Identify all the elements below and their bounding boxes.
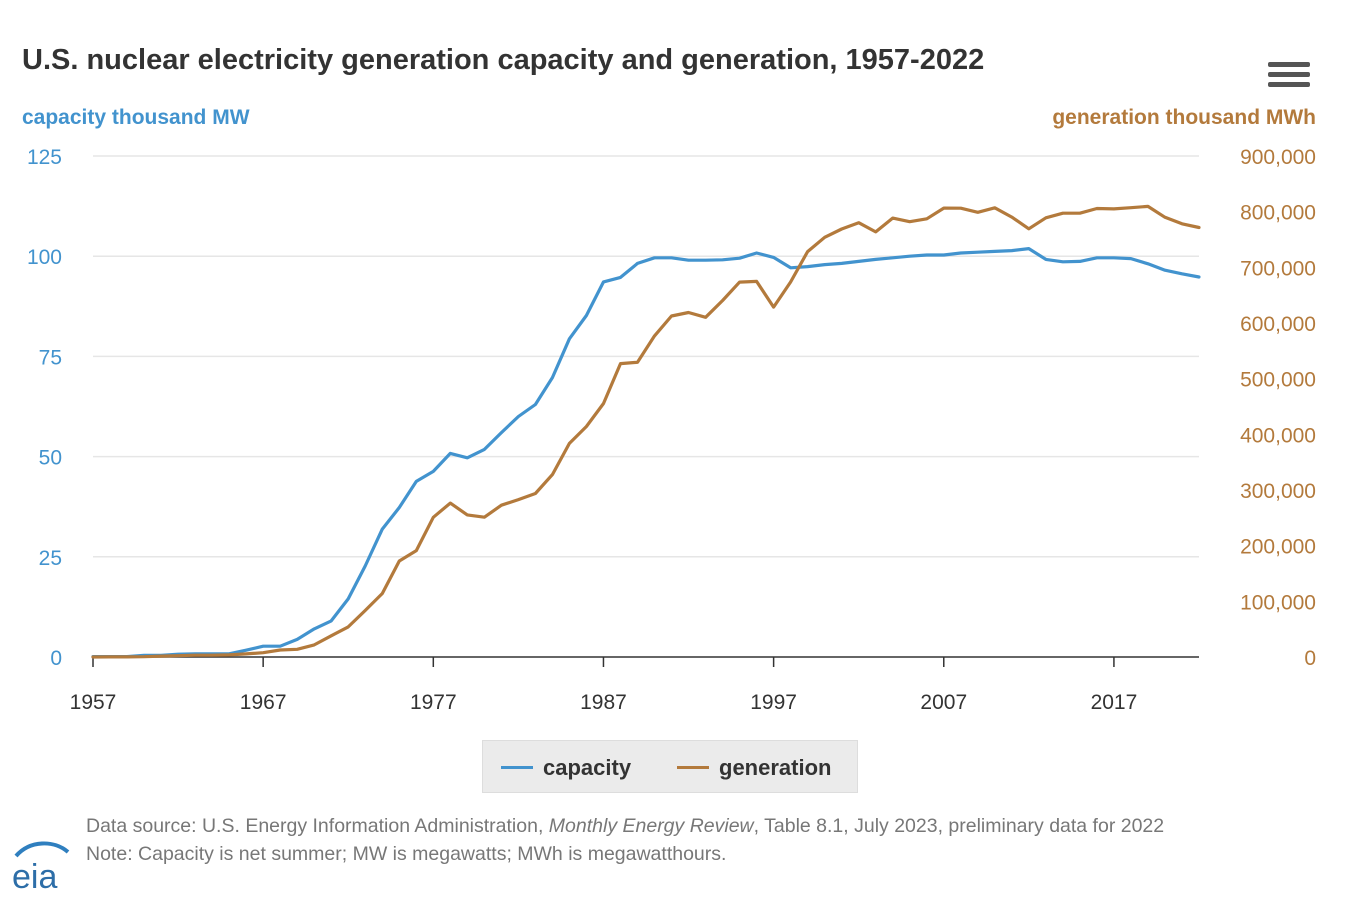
x-tick-label: 1977 [410, 691, 457, 714]
y-left-tick-label: 125 [27, 146, 62, 169]
logo-text: eia [12, 858, 57, 894]
chart-plot: capacity thousand MW generation thousand… [22, 106, 1316, 714]
legend-item-capacity[interactable]: capacity [501, 755, 631, 781]
x-tick-label: 1997 [750, 691, 797, 714]
y-right-tick-label: 600,000 [1240, 313, 1316, 336]
eia-logo-icon: eia [12, 841, 70, 894]
hamburger-menu-icon[interactable] [1268, 62, 1310, 94]
series-line-generation [91, 204, 1201, 659]
y-axis-right-ticks: 0 100,000 200,000 300,000 400,000 500,000 600,… [1240, 146, 1316, 670]
y-left-tick-label: 25 [39, 547, 62, 570]
menu-bar [1268, 72, 1310, 77]
y-axis-right-label: generation thousand MWh [1052, 106, 1316, 129]
y-left-tick-label: 75 [39, 346, 62, 369]
x-tick-label: 2017 [1091, 691, 1138, 714]
legend: capacity generation [482, 740, 858, 793]
source-suffix: , Table 8.1, July 2023, preliminary data… [753, 815, 1165, 837]
menu-bar [1268, 82, 1310, 87]
legend-item-generation[interactable]: generation [677, 755, 831, 781]
y-axis-left-ticks: 0 25 50 75 100 125 [27, 146, 62, 670]
y-right-tick-label: 0 [1304, 647, 1316, 670]
y-right-tick-label: 900,000 [1240, 146, 1316, 169]
y-axis-left-label: capacity thousand MW [22, 106, 250, 129]
legend-generation-swatch [677, 765, 709, 769]
menu-bar [1268, 62, 1310, 67]
x-axis-ticks: 1957 1967 1977 1987 1997 2007 2017 [70, 656, 1199, 714]
y-left-tick-label: 50 [39, 447, 62, 470]
y-right-tick-label: 800,000 [1240, 202, 1316, 225]
data-source: Data source: U.S. Energy Information Adm… [86, 812, 1286, 840]
y-right-tick-label: 500,000 [1240, 369, 1316, 392]
series-lines [91, 204, 1201, 659]
x-tick-label: 2007 [920, 691, 967, 714]
y-right-tick-label: 100,000 [1240, 591, 1316, 614]
y-left-tick-label: 100 [27, 246, 62, 269]
x-tick-label: 1967 [240, 691, 287, 714]
y-right-tick-label: 300,000 [1240, 480, 1316, 503]
note: Note: Capacity is net summer; MW is mega… [86, 843, 727, 865]
legend-generation-label: generation [719, 755, 832, 780]
chart-title: U.S. nuclear electricity generation capa… [22, 44, 985, 76]
source-prefix: Data source: U.S. Energy Information Adm… [86, 815, 549, 837]
series-line-capacity [91, 247, 1201, 659]
footer-notes: Data source: U.S. Energy Information Adm… [86, 812, 1286, 868]
y-right-tick-label: 400,000 [1240, 424, 1316, 447]
y-left-tick-label: 0 [50, 647, 62, 670]
x-tick-label: 1957 [70, 691, 117, 714]
legend-capacity-label: capacity [543, 755, 632, 780]
legend-capacity-swatch [501, 765, 533, 769]
x-tick-label: 1987 [580, 691, 627, 714]
y-right-tick-label: 700,000 [1240, 257, 1316, 280]
grid-lines [93, 155, 1199, 558]
y-right-tick-label: 200,000 [1240, 536, 1316, 559]
source-publication: Monthly Energy Review [548, 815, 754, 837]
